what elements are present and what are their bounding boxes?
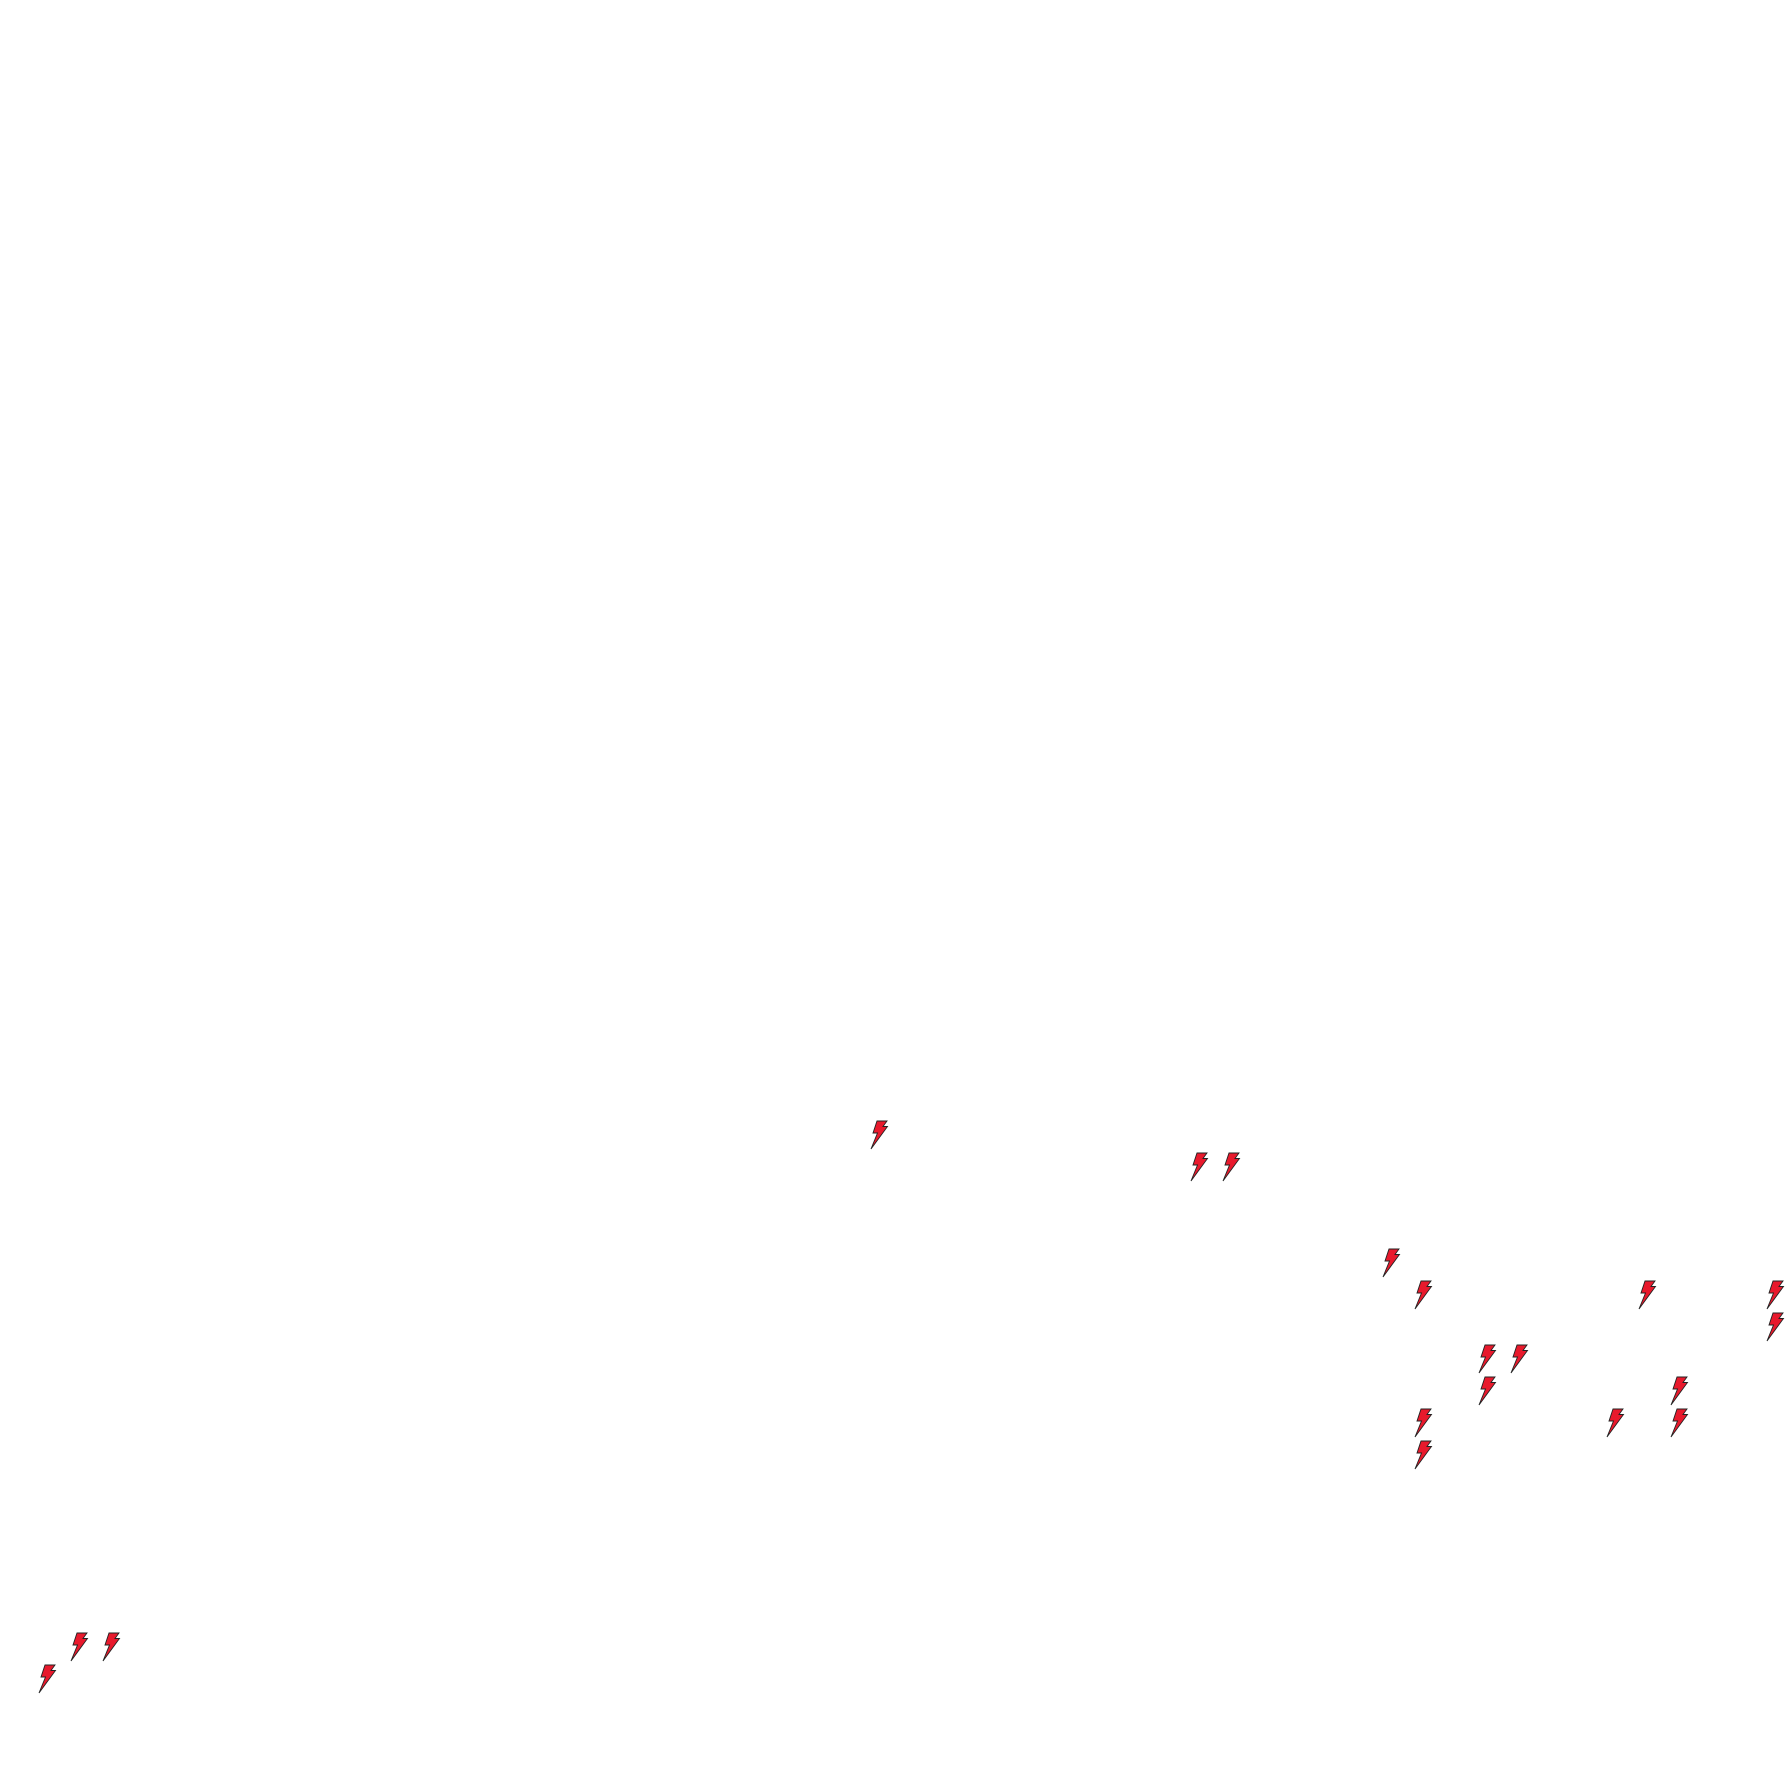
map [0, 0, 1792, 1792]
map-background [0, 0, 1792, 1792]
page: (() => { const data = JSON.parse(documen… [0, 0, 1792, 1792]
